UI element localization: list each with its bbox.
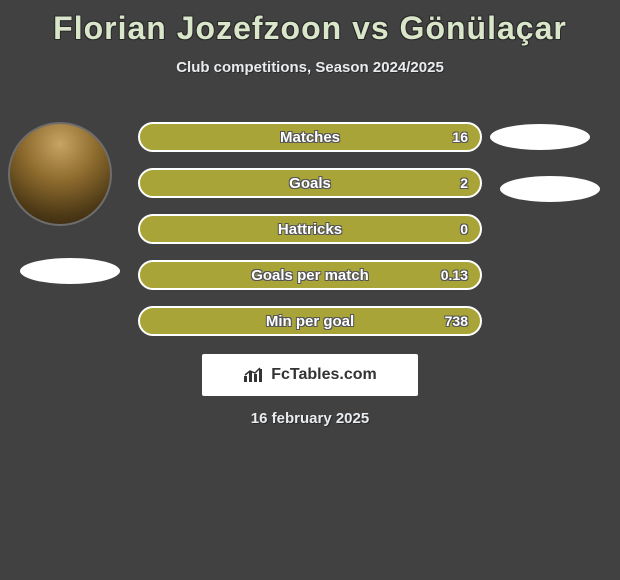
brand-badge: FcTables.com [202, 354, 418, 396]
decorative-oval-left [20, 258, 120, 284]
stat-value: 738 [445, 313, 468, 329]
stat-label: Matches [280, 129, 340, 146]
decorative-oval-right-1 [490, 124, 590, 150]
stat-value: 2 [460, 175, 468, 191]
decorative-oval-right-2 [500, 176, 600, 202]
stat-value: 0 [460, 221, 468, 237]
stat-label: Goals per match [251, 267, 369, 284]
stat-label: Goals [289, 175, 331, 192]
stat-row: Matches 16 [138, 122, 482, 152]
stat-row: Goals per match 0.13 [138, 260, 482, 290]
comparison-infographic: Florian Jozefzoon vs Gönülaçar Club comp… [0, 0, 620, 580]
brand-text: FcTables.com [271, 366, 377, 384]
stat-label: Min per goal [266, 313, 354, 330]
subtitle: Club competitions, Season 2024/2025 [0, 59, 620, 76]
chart-icon [243, 366, 265, 384]
stats-list: Matches 16 Goals 2 Hattricks 0 Goals per… [138, 122, 482, 352]
stat-row: Hattricks 0 [138, 214, 482, 244]
player-avatar-left [8, 122, 112, 226]
stat-row: Goals 2 [138, 168, 482, 198]
date-label: 16 february 2025 [0, 410, 620, 427]
stat-value: 16 [452, 129, 468, 145]
stat-label: Hattricks [278, 221, 342, 238]
page-title: Florian Jozefzoon vs Gönülaçar [0, 0, 620, 47]
stat-value: 0.13 [441, 267, 468, 283]
stat-row: Min per goal 738 [138, 306, 482, 336]
